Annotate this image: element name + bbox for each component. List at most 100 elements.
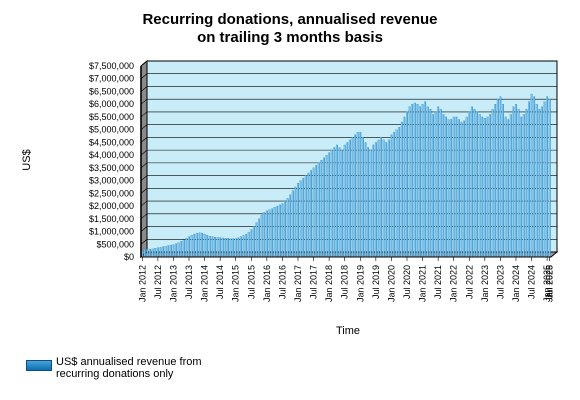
revenue-bar	[374, 142, 377, 258]
revenue-bar	[242, 235, 245, 258]
y-gridline-side	[140, 60, 148, 67]
revenue-bar	[156, 247, 159, 258]
revenue-bar	[447, 119, 450, 258]
revenue-bar	[527, 101, 530, 258]
revenue-bar	[297, 182, 299, 258]
x-tick-label: Jan 2024	[511, 265, 521, 302]
revenue-bar	[434, 111, 437, 258]
revenue-bar	[221, 237, 224, 258]
x-tick-label: Jan 2016	[262, 265, 272, 302]
revenue-bar	[380, 137, 382, 258]
revenue-bar	[177, 242, 180, 258]
revenue-bar	[315, 165, 318, 258]
revenue-bar	[343, 144, 346, 258]
revenue-bar	[245, 233, 248, 258]
revenue-bar	[341, 149, 344, 258]
y-gridline-side	[140, 188, 148, 194]
y-gridline-side	[140, 200, 148, 207]
y-tick-label: $4,500,000	[89, 137, 134, 147]
x-tick-label: Jan 2018	[324, 265, 334, 302]
y-gridline-side	[140, 149, 148, 156]
revenue-bar	[382, 139, 385, 258]
revenue-bar	[348, 139, 351, 258]
revenue-bar	[429, 109, 432, 258]
revenue-bar	[312, 167, 315, 258]
revenue-bar	[351, 137, 354, 258]
revenue-bar	[175, 243, 177, 258]
y-gridline-side	[140, 239, 148, 245]
x-tick-label: Jan 2014	[200, 265, 210, 302]
revenue-bar	[219, 237, 222, 258]
revenue-bar	[307, 172, 310, 258]
revenue-bar	[237, 237, 240, 258]
y-gridline-side	[140, 226, 148, 232]
x-tick-label: Jan 2017	[293, 265, 303, 302]
revenue-bar	[278, 204, 281, 258]
y-gridline-side	[140, 124, 148, 130]
x-tick-label: Jan 2021	[418, 265, 428, 302]
revenue-bar	[320, 160, 323, 258]
revenue-bar	[195, 233, 198, 258]
y-gridline-side	[140, 73, 148, 79]
y-tick-label: $500,000	[96, 239, 134, 249]
revenue-bar	[182, 239, 185, 258]
revenue-bar	[439, 109, 442, 258]
revenue-bar	[481, 116, 484, 258]
revenue-bar	[193, 233, 196, 258]
revenue-bar	[452, 116, 455, 258]
x-tick-label: Jul 2017	[309, 265, 319, 299]
revenue-bar	[258, 218, 261, 258]
x-tick-label: Jul 2012	[153, 265, 163, 299]
revenue-bar	[255, 222, 258, 258]
y-tick-label: $4,000,000	[89, 150, 134, 160]
x-tick-label: Jul 2023	[495, 265, 505, 299]
y-gridline-side	[140, 175, 148, 181]
revenue-bar	[403, 116, 406, 258]
revenue-bar	[406, 111, 408, 258]
x-tick-label: Jan 2026	[545, 265, 555, 302]
revenue-bar	[294, 186, 297, 258]
revenue-bar	[361, 137, 364, 258]
x-tick-label: Jul 2021	[433, 265, 443, 299]
revenue-bar	[535, 104, 538, 258]
revenue-bar	[393, 132, 395, 258]
chart-title-line-1: Recurring donations, annualised revenue	[142, 11, 437, 28]
revenue-bar	[162, 246, 165, 258]
revenue-bar	[226, 238, 229, 258]
y-axis-ticks: $0 $500,000 $1,000,000 $1,500,000 $2,000,000…	[89, 61, 134, 262]
revenue-bar	[359, 132, 362, 258]
y-tick-label: $1,000,000	[89, 227, 134, 237]
revenue-bar	[478, 114, 481, 258]
revenue-bar	[486, 116, 489, 258]
revenue-bar	[385, 142, 388, 258]
revenue-bar	[263, 212, 266, 258]
x-tick-label: Jul 2016	[277, 265, 287, 299]
revenue-bar	[273, 207, 276, 258]
y-tick-label: $7,500,000	[89, 61, 134, 71]
revenue-bar	[159, 247, 162, 258]
revenue-bar	[468, 111, 471, 258]
y-tick-label: $5,000,000	[89, 125, 134, 135]
revenue-bar	[470, 106, 473, 258]
legend-swatch	[26, 360, 52, 371]
revenue-bar	[444, 116, 447, 258]
revenue-bar	[496, 98, 499, 258]
revenue-bar	[489, 114, 491, 258]
x-axis-ticks: Jan 2012 Jul 2012 Jan 2013 Jul 2013 Jan 2014…	[137, 66, 555, 302]
revenue-bar	[450, 119, 453, 258]
revenue-bar	[364, 142, 367, 258]
revenue-bar	[328, 152, 331, 258]
revenue-bar	[180, 241, 183, 258]
revenue-bar	[151, 248, 154, 258]
x-tick-label: Jul 2022	[464, 265, 474, 299]
revenue-bar	[239, 236, 242, 258]
y-tick-label: $2,000,000	[89, 201, 134, 211]
revenue-bar	[206, 234, 209, 258]
revenue-bar	[437, 106, 440, 258]
revenue-bar	[354, 134, 357, 258]
revenue-bar	[356, 132, 359, 258]
y-tick-label: $3,500,000	[89, 163, 134, 173]
revenue-bar	[507, 119, 510, 258]
revenue-bar	[310, 170, 312, 258]
y-tick-label: $2,500,000	[89, 188, 134, 198]
